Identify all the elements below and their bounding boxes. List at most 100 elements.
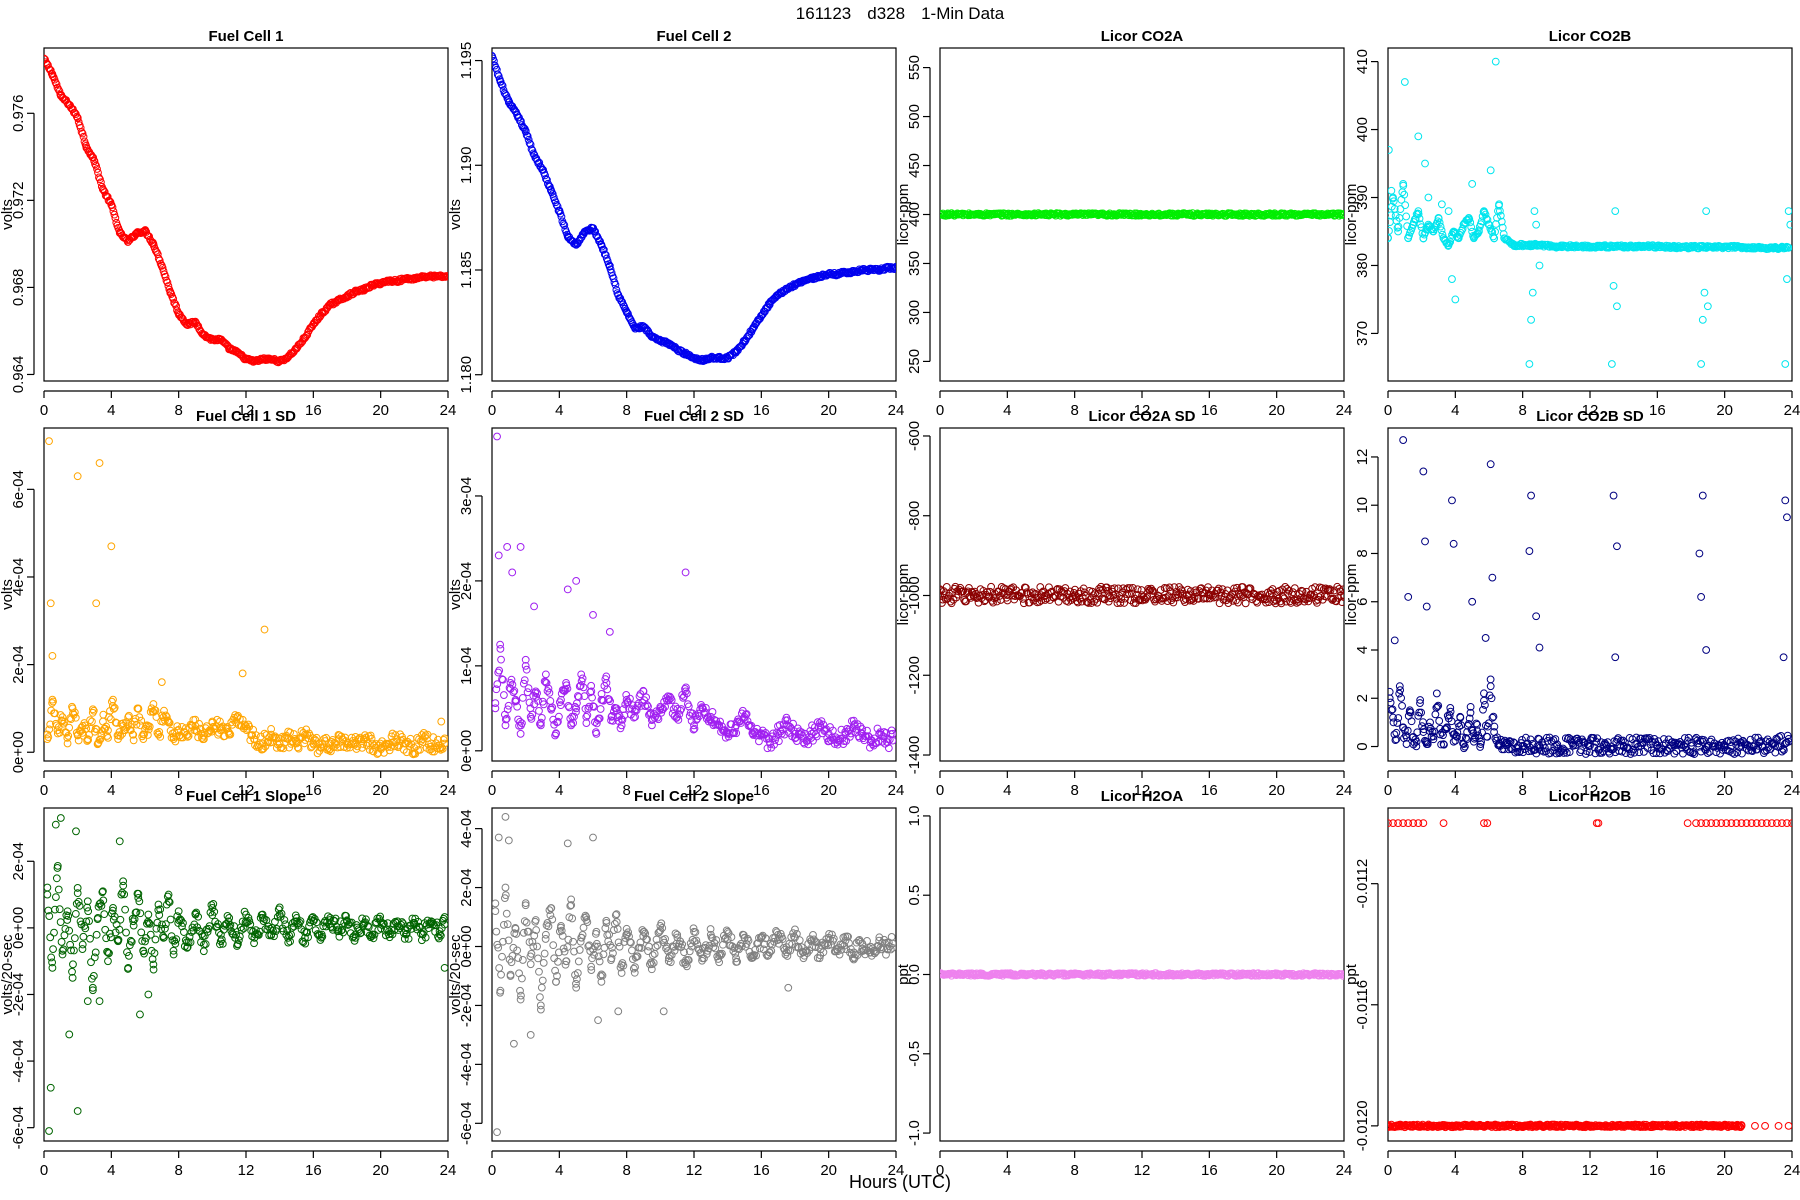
data-point: [525, 938, 534, 947]
x-tick-label: 24: [1784, 782, 1800, 799]
data-point: [272, 924, 281, 933]
data-point: [1272, 591, 1281, 599]
data-point: [499, 920, 508, 929]
data-point: [1433, 702, 1442, 711]
data-point: [73, 889, 82, 898]
data-point: [811, 943, 820, 952]
data-point: [829, 934, 838, 943]
data-point: [107, 200, 116, 209]
y-tick-label: 400: [1354, 117, 1371, 142]
x-tick-label: 4: [1451, 402, 1459, 419]
data-point: [702, 950, 711, 958]
data-point: [124, 713, 133, 722]
data-point: [682, 689, 691, 698]
data-point: [866, 738, 875, 747]
x-tick-label: 4: [1003, 402, 1011, 419]
data-point: [45, 65, 54, 74]
data-point: [1297, 586, 1306, 595]
x-tick-label: 20: [1268, 782, 1285, 799]
x-tick-label: 16: [753, 1162, 770, 1179]
data-point: [782, 284, 791, 293]
data-point: [1171, 591, 1180, 599]
data-point: [304, 933, 313, 942]
data-point: [554, 712, 563, 721]
data-point: [563, 943, 572, 951]
data-point: [660, 938, 669, 947]
outlier-point: [1698, 491, 1707, 500]
data-point: [542, 175, 550, 183]
data-point: [983, 588, 992, 596]
data-point: [99, 887, 107, 896]
x-tick-label: 0: [40, 402, 48, 419]
data-point: [169, 946, 178, 955]
outlier-point: [144, 990, 153, 999]
data-point: [1546, 749, 1555, 757]
data-point: [253, 741, 262, 750]
data-point: [706, 354, 715, 362]
data-point: [701, 704, 710, 712]
data-point: [1142, 594, 1151, 602]
data-point: [561, 960, 570, 969]
data-point: [850, 721, 858, 730]
data-point: [732, 729, 741, 738]
data-point: [223, 911, 232, 920]
data-point: [570, 712, 578, 721]
data-point: [595, 714, 604, 723]
x-tick-label: 4: [107, 1162, 115, 1179]
data-point: [563, 684, 572, 693]
data-point: [619, 961, 628, 970]
data-point: [191, 722, 200, 730]
data-point: [1402, 212, 1411, 221]
y-tick-label: 3e-04: [458, 477, 475, 515]
outlier-point: [1437, 200, 1446, 209]
data-point: [555, 207, 564, 216]
data-point: [385, 739, 393, 748]
data-point: [563, 232, 572, 241]
data-point: [689, 725, 698, 734]
outlier-point: [1607, 360, 1616, 368]
data-point: [1784, 243, 1792, 252]
data-point: [858, 729, 867, 738]
data-point: [498, 675, 506, 683]
data-point: [654, 928, 663, 937]
data-point: [522, 665, 531, 674]
data-point: [78, 940, 87, 949]
data-point: [612, 918, 621, 926]
data-point: [521, 655, 530, 664]
data-point: [1391, 211, 1400, 220]
data-point: [1449, 227, 1458, 236]
data-point: [1402, 740, 1411, 749]
data-point: [511, 107, 520, 115]
data-point: [816, 721, 825, 730]
data-point: [216, 937, 225, 946]
data-point: [969, 591, 978, 599]
data-point: [1754, 741, 1763, 750]
y-axis-label: licor-ppm: [1343, 184, 1360, 246]
data-point: [1738, 749, 1746, 758]
data-point: [678, 940, 687, 949]
data-point: [1712, 748, 1721, 757]
outlier-point: [1444, 207, 1453, 216]
data-point: [264, 922, 273, 931]
data-point: [795, 936, 804, 945]
panel-title: Fuel Cell 2: [656, 28, 731, 45]
data-point: [641, 702, 650, 710]
data-point: [216, 726, 225, 735]
data-point: [161, 920, 170, 929]
data-point: [435, 743, 444, 752]
data-point: [1526, 735, 1535, 744]
data-point: [520, 676, 529, 684]
data-point: [698, 704, 707, 713]
outlier-point: [1695, 549, 1704, 558]
data-point: [791, 729, 799, 738]
data-point: [1424, 722, 1433, 731]
panel-title: Fuel Cell 2 SD: [644, 408, 744, 425]
data-point: [692, 936, 701, 945]
x-tick-label: 0: [488, 402, 496, 419]
data-point: [1170, 583, 1179, 592]
data-point: [578, 674, 587, 683]
data-point: [1443, 723, 1451, 732]
data-point: [833, 270, 841, 279]
outlier-point: [1527, 315, 1535, 324]
